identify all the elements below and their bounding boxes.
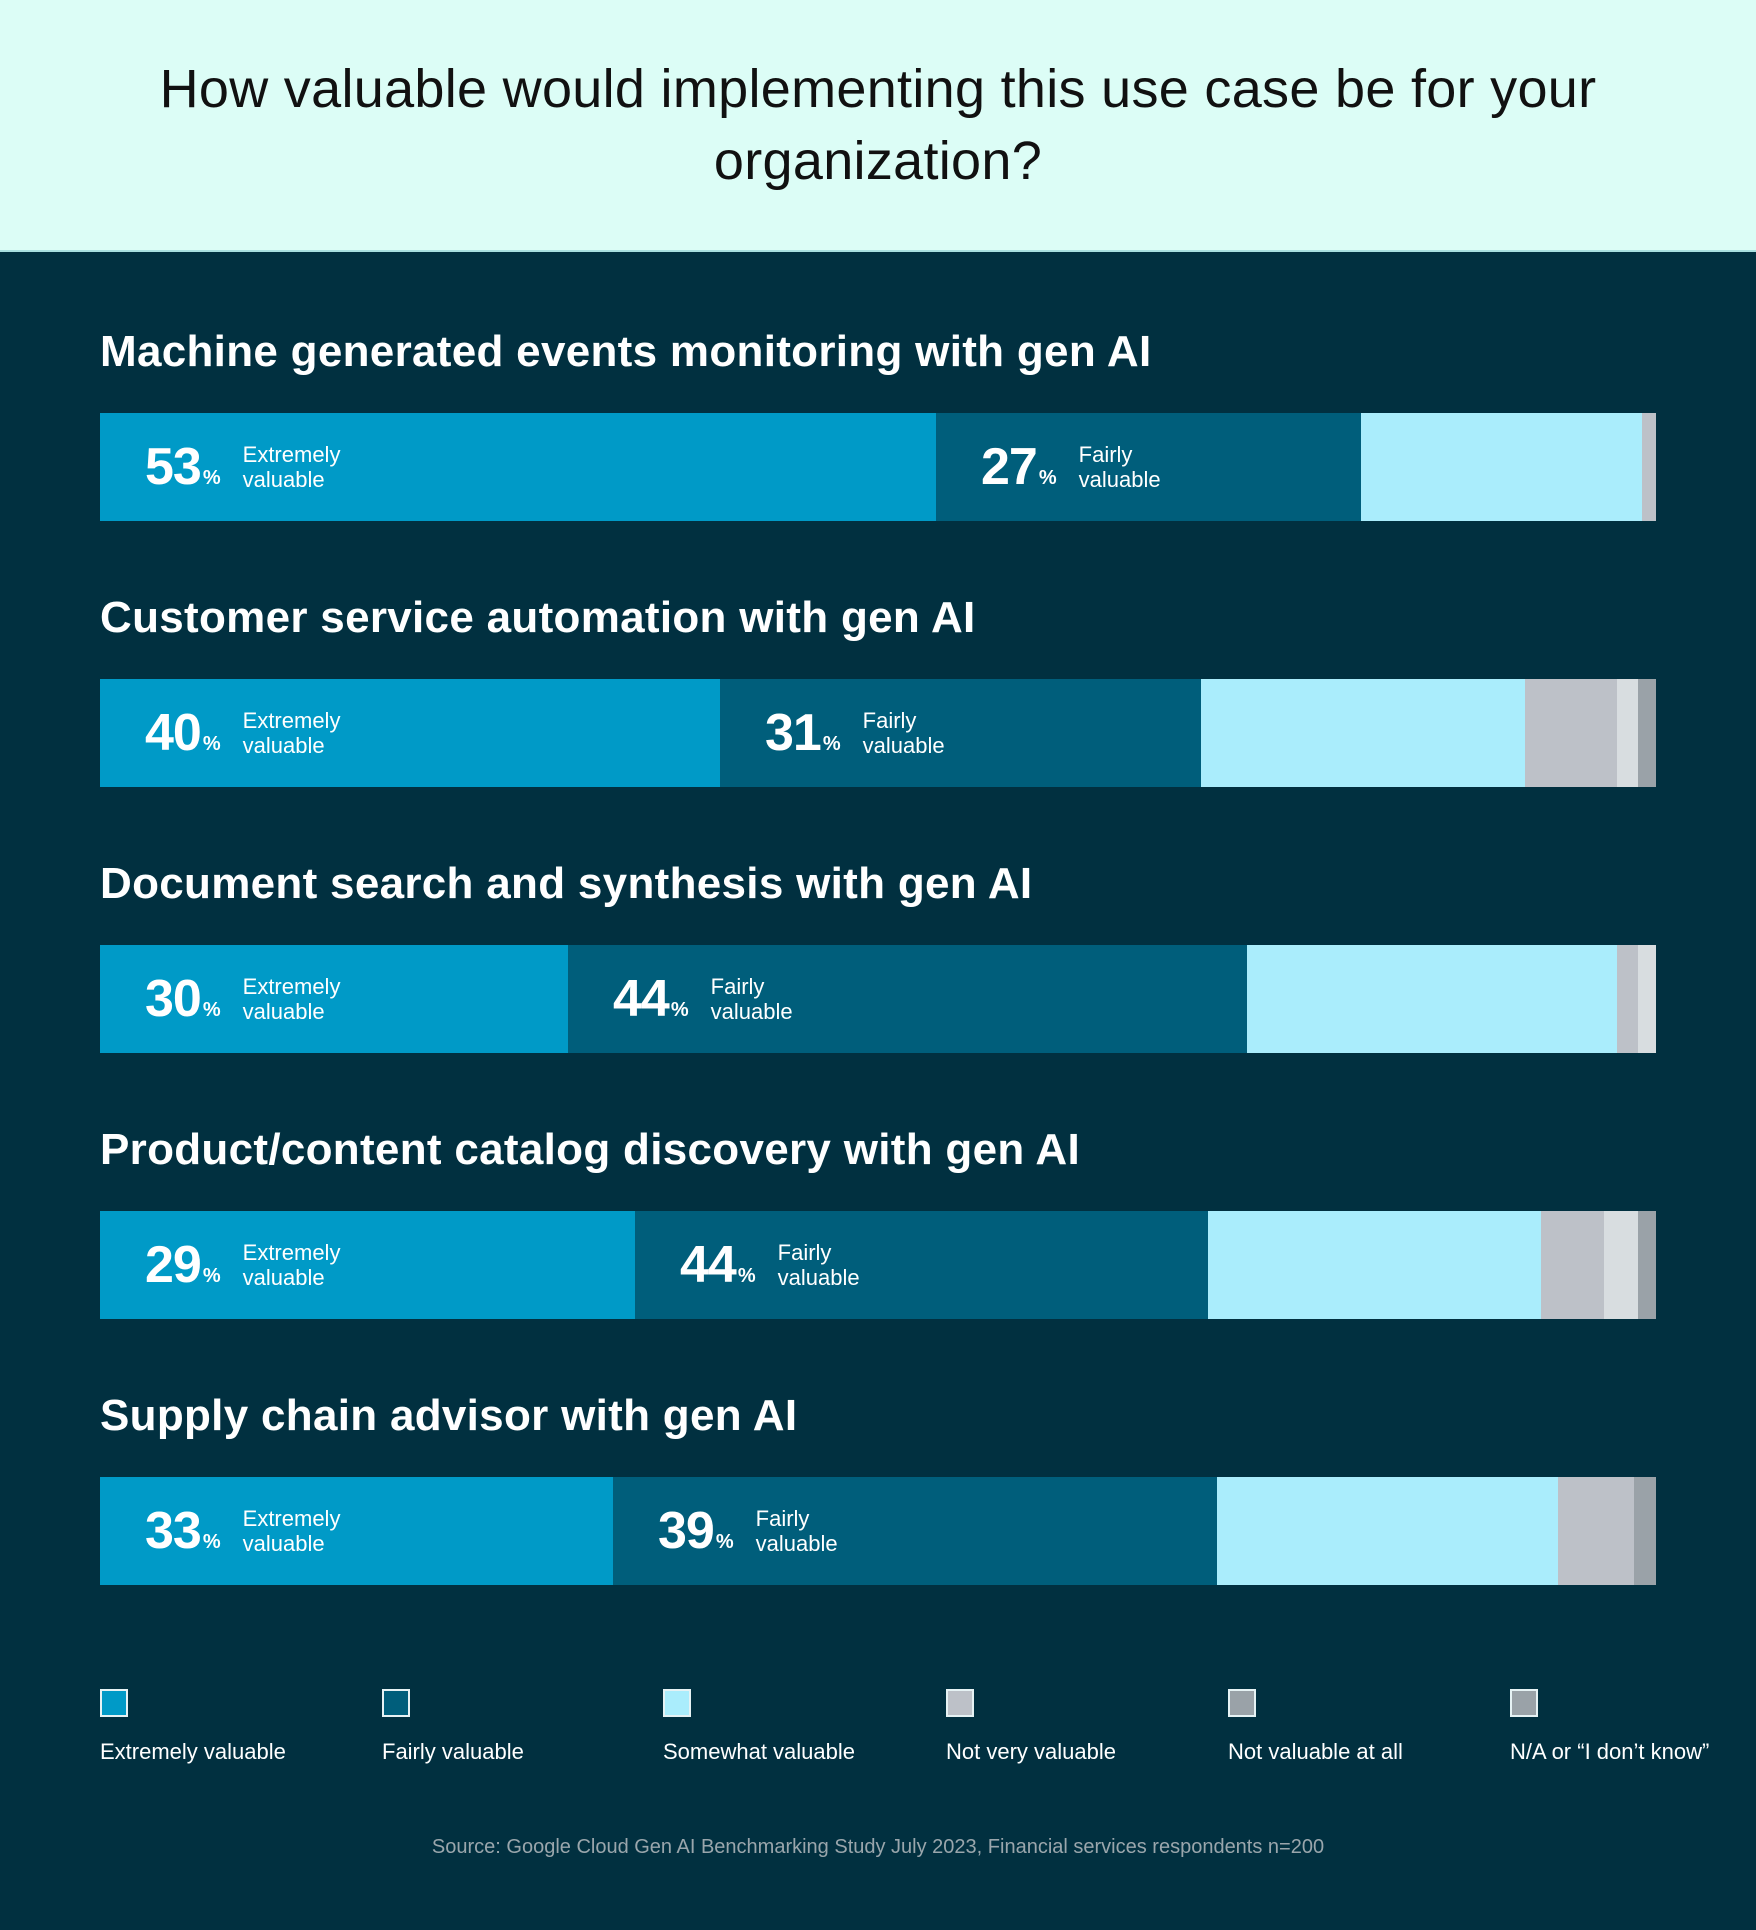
percent-value: 30 [145,970,202,1028]
percent-value: 40 [145,704,202,762]
stacked-bar: 33% Extremely valuable 39% Fairly valuab… [100,1477,1656,1585]
percent-value: 29 [145,1236,202,1294]
extremely-label: 30% Extremely valuable [145,945,383,1053]
segment-not-at-all [1638,945,1656,1053]
fairly-label: 31% Fairly valuable [765,679,1003,787]
category-text: Extremely valuable [242,974,341,1024]
category-text: Fairly valuable [755,1506,838,1556]
segment-extremely [100,945,568,1053]
segment-not-very [1617,945,1638,1053]
segment-extremely [100,1211,635,1319]
chart-title: How valuable would implementing this use… [159,59,1597,191]
category-text: Fairly valuable [862,708,945,758]
use-case-title: Document search and synthesis with gen A… [100,859,1033,908]
segment-not-very [1525,679,1617,787]
extremely-label: 33% Extremely valuable [145,1477,383,1585]
segment-fairly [613,1477,1217,1585]
segment-na [1634,1477,1656,1585]
segment-somewhat [1208,1211,1541,1319]
fairly-label: 27% Fairly valuable [981,413,1219,521]
use-case-title: Supply chain advisor with gen AI [100,1391,798,1440]
segment-not-very [1642,413,1656,521]
use-case-title: Product/content catalog discovery with g… [100,1125,1081,1174]
category-text: Fairly valuable [710,974,793,1024]
segment-not-at-all [1604,1211,1638,1319]
stacked-bar: 53% Extremely valuable 27% Fairly valuab… [100,413,1656,521]
stacked-bar: 29% Extremely valuable 44% Fairly valuab… [100,1211,1656,1319]
segment-not-very [1558,1477,1634,1585]
fairly-label: 39% Fairly valuable [658,1477,896,1585]
segment-not-very [1541,1211,1604,1319]
legend-item-extremely: Extremely valuable [100,1689,360,1764]
percent-value: 31 [765,704,822,762]
legend-swatch [100,1689,128,1717]
segment-fairly [635,1211,1208,1319]
segment-not-at-all [1617,679,1638,787]
legend-item-not-very: Not very valuable [946,1689,1206,1764]
segment-somewhat [1201,679,1525,787]
segment-extremely [100,679,720,787]
segment-fairly [936,413,1361,521]
percent-value: 39 [658,1502,715,1560]
stacked-bar: 40% Extremely valuable 31% Fairly valuab… [100,679,1656,787]
legend-item-not-at-all: Not valuable at all [1228,1689,1488,1764]
category-text: Fairly valuable [777,1240,860,1290]
legend-label: N/A or “I don’t know” [1510,1739,1710,1764]
fairly-label: 44% Fairly valuable [680,1211,918,1319]
percent-value: 33 [145,1502,202,1560]
segment-fairly [720,679,1201,787]
category-text: Extremely valuable [242,1240,341,1290]
extremely-label: 53% Extremely valuable [145,413,383,521]
extremely-label: 40% Extremely valuable [145,679,383,787]
fairly-label: 44% Fairly valuable [613,945,851,1053]
segment-extremely [100,413,936,521]
legend-item-somewhat: Somewhat valuable [663,1689,923,1764]
percent-value: 53 [145,438,202,496]
category-text: Extremely valuable [242,708,341,758]
legend-swatch [1510,1689,1538,1717]
legend-label: Extremely valuable [100,1739,286,1764]
category-text: Extremely valuable [242,442,341,492]
segment-fairly [568,945,1247,1053]
header: How valuable would implementing this use… [0,0,1756,252]
legend-swatch [946,1689,974,1717]
use-case-title: Customer service automation with gen AI [100,593,976,642]
legend-item-na: N/A or “I don’t know” [1510,1689,1756,1764]
legend-label: Fairly valuable [382,1739,524,1764]
percent-value: 27 [981,438,1038,496]
segment-somewhat [1361,413,1642,521]
legend-swatch [1228,1689,1256,1717]
extremely-label: 29% Extremely valuable [145,1211,383,1319]
use-case-title: Machine generated events monitoring with… [100,327,1152,376]
percent-value: 44 [680,1236,737,1294]
segment-na [1638,1211,1656,1319]
legend-item-fairly: Fairly valuable [382,1689,642,1764]
stacked-bar: 30% Extremely valuable 44% Fairly valuab… [100,945,1656,1053]
segment-extremely [100,1477,613,1585]
legend-label: Not very valuable [946,1739,1116,1764]
segment-somewhat [1217,1477,1558,1585]
category-text: Fairly valuable [1078,442,1161,492]
category-text: Extremely valuable [242,1506,341,1556]
legend-label: Not valuable at all [1228,1739,1403,1764]
source-note: Source: Google Cloud Gen AI Benchmarking… [431,1836,1325,1858]
segment-na [1638,679,1656,787]
legend-label: Somewhat valuable [663,1739,856,1764]
percent-value: 44 [613,970,670,1028]
legend-swatch [382,1689,410,1717]
legend-swatch [663,1689,691,1717]
segment-somewhat [1247,945,1617,1053]
